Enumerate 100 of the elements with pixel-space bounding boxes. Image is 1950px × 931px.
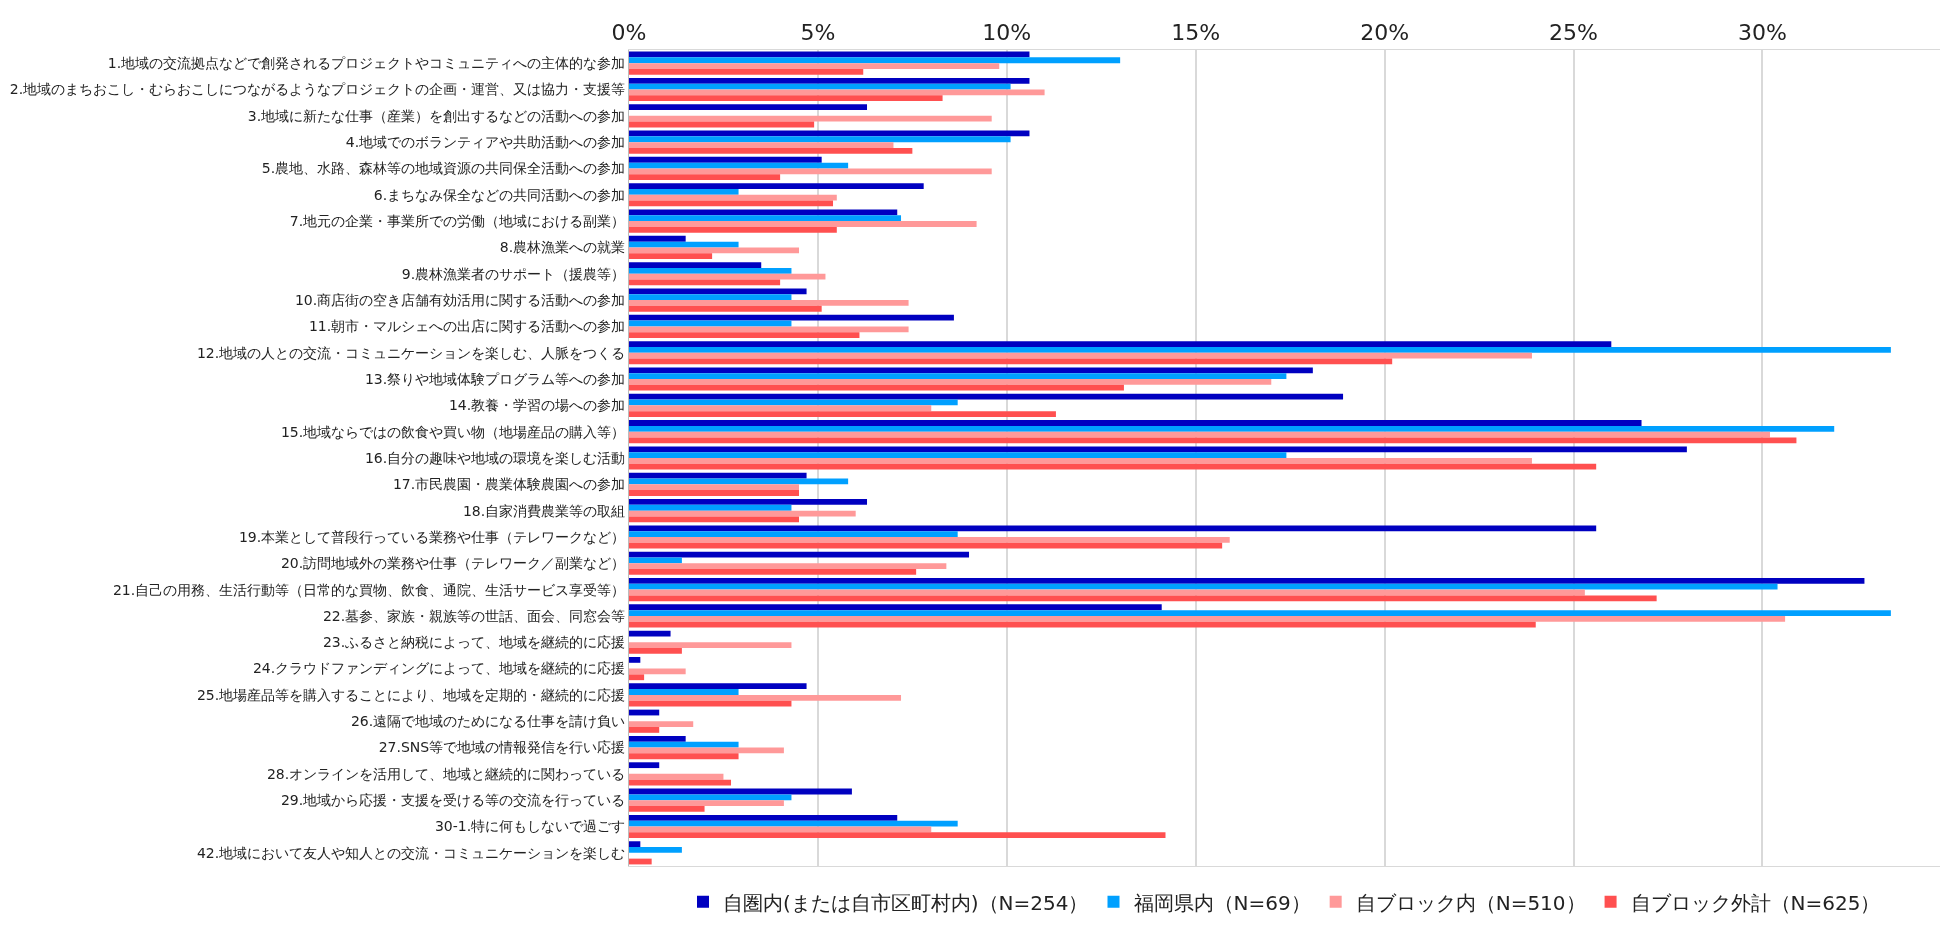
bar xyxy=(629,683,807,690)
legend-label: 自圏内(または自市区町村内)（N=254） xyxy=(723,890,1089,915)
bar xyxy=(629,168,992,175)
bar xyxy=(629,221,977,227)
y-tick-label: 42.地域において友人や知人との交流・コミュニケーションを楽しむ xyxy=(196,844,626,861)
bar xyxy=(629,569,917,575)
bar xyxy=(629,832,1166,839)
y-tick-label: 9.農林漁業者のサポート（援農等） xyxy=(401,265,626,282)
bar xyxy=(629,215,902,222)
bar xyxy=(629,247,800,254)
y-tick-label: 17.市民農園・農業体験農園への参加 xyxy=(392,476,626,493)
x-tick-label: 25% xyxy=(1549,20,1598,46)
bar xyxy=(629,648,682,654)
bar xyxy=(629,741,739,748)
bar xyxy=(629,288,807,295)
y-tick-label: 30-1.特に何もしないで過ごす xyxy=(434,818,626,835)
legend-label: 自ブロック内（N=510） xyxy=(1355,890,1586,915)
bar xyxy=(629,753,739,760)
bar xyxy=(629,437,1797,444)
bar xyxy=(629,253,713,259)
bar xyxy=(629,563,947,570)
bar xyxy=(629,578,1865,584)
bar xyxy=(629,188,739,195)
bar xyxy=(629,332,860,338)
bar xyxy=(629,136,1011,143)
bar xyxy=(629,621,1536,628)
y-tick-label: 26.遠隔で地域のためになる仕事を請け負い xyxy=(350,713,626,730)
bar xyxy=(629,583,1778,590)
bar xyxy=(629,352,1532,359)
y-tick-label: 28.オンラインを活用して、地域と継続的に関わっている xyxy=(266,765,626,782)
x-tick-label: 30% xyxy=(1737,20,1787,46)
bar xyxy=(629,384,1124,391)
bar xyxy=(629,405,932,412)
y-tick-label: 29.地域から応援・支援を受ける等の交流を行っている xyxy=(280,792,626,809)
y-tick-label: 1.地域の交流拠点などで創発されるプロジェクトやコミュニティへの主体的な参加 xyxy=(107,55,626,72)
bar xyxy=(629,235,686,242)
bar xyxy=(629,814,898,821)
y-tick-label: 19.本業として普段行っている業務や仕事（テレワークなど） xyxy=(238,528,626,545)
bar xyxy=(629,689,739,695)
bar xyxy=(629,504,792,511)
bar xyxy=(629,194,837,201)
bar xyxy=(629,458,1532,464)
y-tick-label: 24.クラウドファンディングによって、地域を継続的に応援 xyxy=(252,660,626,677)
bar xyxy=(629,536,1230,543)
bar xyxy=(629,420,1642,426)
bar xyxy=(629,425,1835,432)
y-tick-label: 12.地域の人との交流・コミュニケーションを楽しむ、人脈をつくる xyxy=(196,344,626,361)
bar xyxy=(629,63,1000,69)
y-tick-label: 11.朝市・マルシェへの出店に関する活動への参加 xyxy=(308,318,626,335)
bar xyxy=(629,115,992,122)
y-tick-label: 27.SNS等で地域の情報発信を行い応援 xyxy=(378,739,626,756)
x-tick-label: 0% xyxy=(611,20,647,46)
bar xyxy=(629,314,954,321)
bar xyxy=(629,156,822,163)
bar xyxy=(629,183,924,189)
legend-label: 自ブロック外計（N=625） xyxy=(1630,890,1881,915)
bar xyxy=(629,373,1287,380)
bar xyxy=(629,273,826,280)
bar xyxy=(629,657,641,663)
y-tick-label: 20.訪問地域外の業務や仕事（テレワーク／副業など） xyxy=(280,555,626,572)
bar xyxy=(629,147,913,154)
bar xyxy=(629,305,822,312)
bar xyxy=(629,490,800,496)
y-tick-label: 18.自家消費農業等の取組 xyxy=(462,502,626,519)
bar xyxy=(629,610,1891,616)
bar xyxy=(629,226,837,233)
y-tick-label: 23.ふるさと納税によって、地域を継続的に応援 xyxy=(322,634,626,651)
bar xyxy=(629,820,958,827)
y-tick-label: 21.自己の用務、生活行動等（日常的な買物、飲食、通院、生活サービス享受等） xyxy=(112,581,626,598)
y-tick-label: 8.農林漁業への就業 xyxy=(499,239,626,256)
bar xyxy=(629,367,1313,374)
bar xyxy=(629,841,641,848)
bar xyxy=(629,95,943,102)
y-tick-label: 6.まちなみ保全などの共同活動への参加 xyxy=(373,186,626,203)
y-tick-label: 2.地域のまちおこし・むらおこしにつながるようなプロジェクトの企画・運営、又は協力・支援等 xyxy=(9,81,626,98)
y-tick-label: 3.地域に新たな仕事（産業）を創出するなどの活動への参加 xyxy=(247,107,626,124)
bar xyxy=(629,89,1045,96)
bar xyxy=(629,642,792,649)
bar xyxy=(629,300,909,306)
bar xyxy=(629,531,958,537)
bar xyxy=(629,735,686,742)
bar xyxy=(629,604,1162,611)
y-tick-label: 7.地元の企業・事業所での労働（地域における副業） xyxy=(289,213,626,229)
bar xyxy=(629,805,705,812)
bar xyxy=(629,525,1597,532)
bar xyxy=(629,595,1657,602)
bar xyxy=(629,77,1030,84)
y-tick-label: 14.教養・学習の場への参加 xyxy=(448,397,626,414)
bar xyxy=(629,174,781,181)
bar xyxy=(629,341,1612,347)
y-tick-label: 10.商店街の空き店舗有効活用に関する活動への参加 xyxy=(294,291,626,308)
bar xyxy=(629,446,1687,453)
y-tick-label: 25.地場産品等を購入することにより、地域を定期的・継続的に応援 xyxy=(196,686,626,703)
bar xyxy=(629,794,792,801)
y-tick-label: 5.農地、水路、森林等の地域資源の共同保全活動への参加 xyxy=(261,160,626,177)
bar xyxy=(629,674,645,681)
bar xyxy=(629,542,1223,549)
bar xyxy=(629,800,784,806)
y-tick-label: 22.墓参、家族・親族等の世話、面会、同窓会等 xyxy=(322,607,626,624)
bar xyxy=(629,847,682,853)
